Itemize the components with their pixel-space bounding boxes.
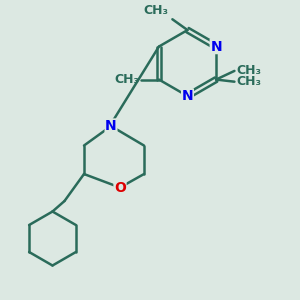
Text: N: N <box>182 89 193 103</box>
Text: N: N <box>210 40 222 54</box>
Text: O: O <box>114 181 126 194</box>
Text: CH₃: CH₃ <box>236 75 261 88</box>
Text: CH₃: CH₃ <box>144 4 169 17</box>
Text: CH₃: CH₃ <box>236 64 261 77</box>
Text: CH₃: CH₃ <box>114 73 139 86</box>
Text: N: N <box>105 119 117 133</box>
